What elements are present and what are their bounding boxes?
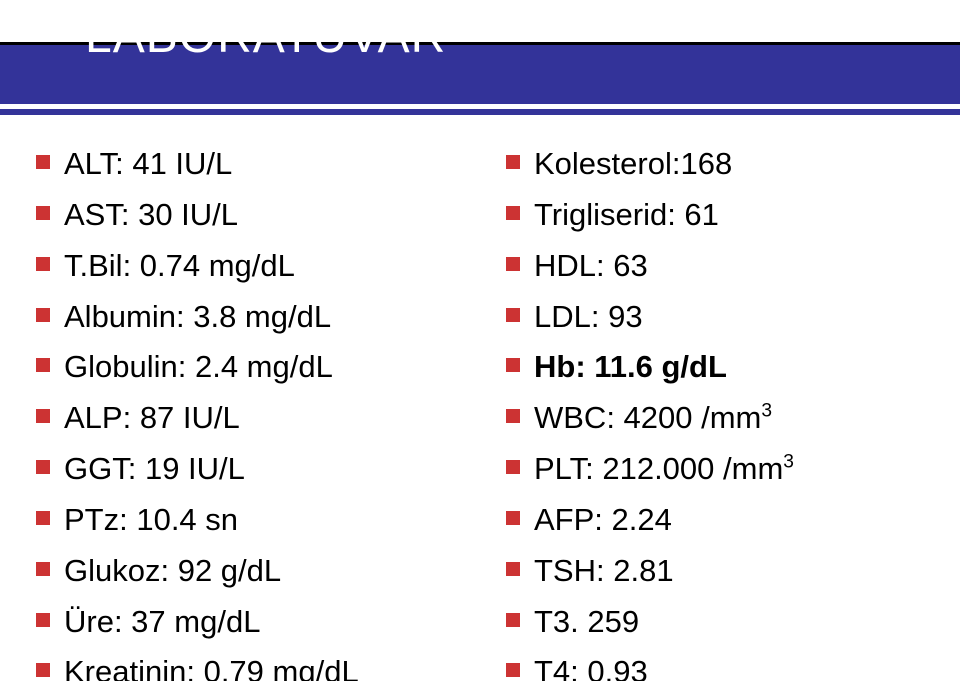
square-bullet-icon	[36, 613, 50, 627]
list-item: Üre: 37 mg/dL	[36, 601, 486, 643]
list-item-text: PTz: 10.4 sn	[64, 499, 238, 541]
list-item: WBC: 4200 /mm3	[506, 397, 946, 439]
list-item-text: Kreatinin: 0.79 mg/dL	[64, 651, 359, 681]
list-item: PLT: 212.000 /mm3	[506, 448, 946, 490]
list-item-text: ALP: 87 IU/L	[64, 397, 240, 439]
list-item: HDL: 63	[506, 245, 946, 287]
title-accent-line	[0, 104, 960, 115]
list-item: Trigliserid: 61	[506, 194, 946, 236]
square-bullet-icon	[506, 206, 520, 220]
square-bullet-icon	[36, 257, 50, 271]
square-bullet-icon	[36, 460, 50, 474]
list-item: T4: 0.93	[506, 651, 946, 681]
square-bullet-icon	[506, 511, 520, 525]
list-item-text: WBC: 4200 /mm3	[534, 397, 772, 439]
list-item-text: Üre: 37 mg/dL	[64, 601, 260, 643]
list-item-text: Hb: 11.6 g/dL	[534, 346, 727, 388]
list-item: AFP: 2.24	[506, 499, 946, 541]
square-bullet-icon	[506, 613, 520, 627]
list-item: Albumin: 3.8 mg/dL	[36, 296, 486, 338]
title-band: LABORATUVAR	[0, 42, 960, 107]
list-item: Globulin: 2.4 mg/dL	[36, 346, 486, 388]
list-item: AST: 30 IU/L	[36, 194, 486, 236]
square-bullet-icon	[506, 562, 520, 576]
list-item-text: PLT: 212.000 /mm3	[534, 448, 794, 490]
list-item-text: ALT: 41 IU/L	[64, 143, 232, 185]
list-item-text: T4: 0.93	[534, 651, 648, 681]
list-item-text: Albumin: 3.8 mg/dL	[64, 296, 331, 338]
list-item: TSH: 2.81	[506, 550, 946, 592]
list-item-text: Kolesterol:168	[534, 143, 732, 185]
superscript: 3	[783, 452, 794, 473]
square-bullet-icon	[36, 511, 50, 525]
square-bullet-icon	[36, 409, 50, 423]
list-item: ALT: 41 IU/L	[36, 143, 486, 185]
list-item: T.Bil: 0.74 mg/dL	[36, 245, 486, 287]
left-column: ALT: 41 IU/L AST: 30 IU/L T.Bil: 0.74 mg/d…	[36, 143, 486, 681]
list-item-text: Globulin: 2.4 mg/dL	[64, 346, 333, 388]
square-bullet-icon	[506, 663, 520, 677]
square-bullet-icon	[506, 308, 520, 322]
slide: LABORATUVAR ALT: 41 IU/L AST: 30 IU/L T.Bi…	[0, 0, 960, 681]
list-item-text: AST: 30 IU/L	[64, 194, 238, 236]
list-item-text: GGT: 19 IU/L	[64, 448, 245, 490]
list-item: GGT: 19 IU/L	[36, 448, 486, 490]
square-bullet-icon	[36, 206, 50, 220]
list-item: ALP: 87 IU/L	[36, 397, 486, 439]
square-bullet-icon	[36, 308, 50, 322]
square-bullet-icon	[506, 358, 520, 372]
square-bullet-icon	[36, 663, 50, 677]
square-bullet-icon	[506, 155, 520, 169]
list-item-text: T3. 259	[534, 601, 639, 643]
square-bullet-icon	[506, 409, 520, 423]
square-bullet-icon	[506, 257, 520, 271]
list-item: Kreatinin: 0.79 mg/dL	[36, 651, 486, 681]
list-item-text: HDL: 63	[534, 245, 648, 287]
list-item-text: AFP: 2.24	[534, 499, 672, 541]
square-bullet-icon	[36, 562, 50, 576]
list-item-text: LDL: 93	[534, 296, 643, 338]
list-item: T3. 259	[506, 601, 946, 643]
content-columns: ALT: 41 IU/L AST: 30 IU/L T.Bil: 0.74 mg/d…	[0, 143, 960, 681]
square-bullet-icon	[506, 460, 520, 474]
list-item: LDL: 93	[506, 296, 946, 338]
right-column: Kolesterol:168 Trigliserid: 61 HDL: 63 LDL:…	[506, 143, 946, 681]
list-item-text: T.Bil: 0.74 mg/dL	[64, 245, 295, 287]
list-item-text: Trigliserid: 61	[534, 194, 719, 236]
list-item: Glukoz: 92 g/dL	[36, 550, 486, 592]
square-bullet-icon	[36, 358, 50, 372]
list-item: PTz: 10.4 sn	[36, 499, 486, 541]
list-item-text: TSH: 2.81	[534, 550, 674, 592]
square-bullet-icon	[36, 155, 50, 169]
list-item: Hb: 11.6 g/dL	[506, 346, 946, 388]
list-item: Kolesterol:168	[506, 143, 946, 185]
superscript: 3	[761, 401, 772, 422]
list-item-text: Glukoz: 92 g/dL	[64, 550, 281, 592]
slide-title: LABORATUVAR	[85, 9, 446, 64]
